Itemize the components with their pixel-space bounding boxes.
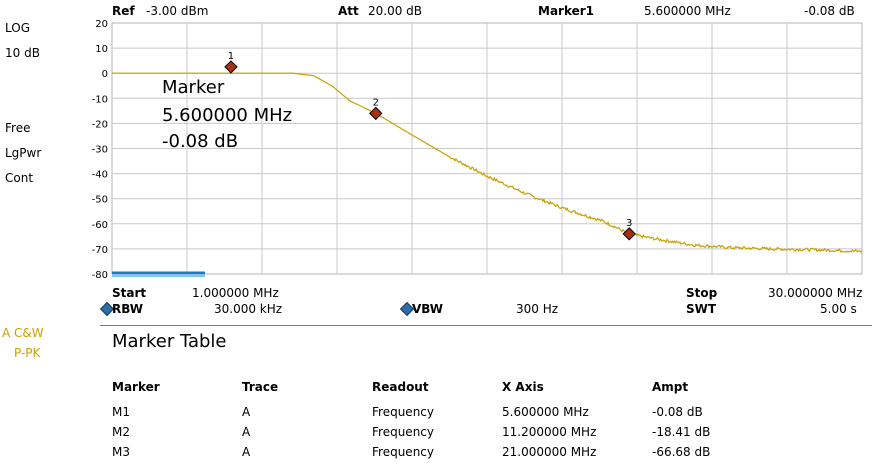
spectrum-plot[interactable]: 20 10 0 -10 -20 -30 -40 -50 -60 -70 -80 1 2 3 (0, 0, 872, 290)
y-tick-label: -50 (92, 195, 108, 206)
cell-readout: Frequency (372, 425, 434, 439)
marker-readout-ampt: -0.08 dB (162, 131, 239, 152)
cell-trace: A (242, 445, 251, 459)
vbw-label: VBW (412, 302, 444, 316)
y-tick-label: -70 (92, 245, 108, 256)
detector-type: LgPwr (5, 146, 42, 160)
marker-number-label: 3 (626, 218, 632, 229)
marker-table-header: Marker Trace Readout X Axis Ampt (0, 380, 872, 398)
start-value: 1.000000 MHz (192, 286, 279, 300)
ref-label: Ref (112, 4, 135, 18)
trace-a-line (112, 72, 863, 253)
section-divider (100, 325, 872, 326)
col-header-ampt: Ampt (652, 380, 689, 394)
scale-type: LOG (5, 21, 31, 35)
vbw-value: 300 Hz (516, 302, 559, 316)
y-tick-label: 10 (95, 44, 108, 55)
y-tick-label: -10 (92, 94, 108, 105)
marker-diamond[interactable] (369, 106, 383, 121)
cell-marker: M2 (112, 425, 130, 439)
swt-label: SWT (686, 302, 717, 316)
cell-marker: M3 (112, 445, 130, 459)
swt-value: 5.00 s (820, 302, 857, 316)
marker-diamond[interactable] (224, 60, 238, 74)
y-tick-label: -80 (92, 270, 108, 281)
marker-number-label: 1 (228, 51, 234, 62)
sweep-mode: Cont (5, 171, 34, 185)
table-row[interactable]: M3 A Frequency 21.000000 MHz -66.68 dB (0, 445, 872, 463)
trace-detector: P-PK (14, 346, 41, 360)
col-header-marker: Marker (112, 380, 160, 394)
rbw-value: 30.000 kHz (214, 302, 283, 316)
cell-marker: M1 (112, 405, 130, 419)
table-row[interactable]: M1 A Frequency 5.600000 MHz -0.08 dB (0, 405, 872, 423)
marker-table-title: Marker Table (112, 331, 227, 352)
rbw-label: RBW (112, 302, 143, 316)
cell-trace: A (242, 405, 251, 419)
col-header-trace: Trace (242, 380, 279, 394)
start-label: Start (112, 286, 147, 300)
table-row[interactable]: M2 A Frequency 11.200000 MHz -18.41 dB (0, 425, 872, 443)
y-tick-label: -40 (92, 170, 108, 181)
marker1-label: Marker1 (538, 4, 595, 18)
marker-diamond[interactable] (622, 227, 636, 241)
cell-xaxis: 21.000000 MHz (502, 445, 597, 459)
cell-ampt: -18.41 dB (652, 425, 711, 439)
cell-ampt: -66.68 dB (652, 445, 711, 459)
marker-points: 1 2 3 (224, 51, 636, 241)
y-tick-label: -60 (92, 220, 108, 231)
stop-value: 30.000000 MHz (768, 286, 863, 300)
cell-xaxis: 11.200000 MHz (502, 425, 597, 439)
cell-xaxis: 5.600000 MHz (502, 405, 589, 419)
cell-trace: A (242, 425, 251, 439)
marker-number-label: 2 (373, 97, 379, 108)
att-value: 20.00 dB (368, 4, 423, 18)
marker-readout-freq: 5.600000 MHz (162, 105, 293, 126)
trigger-mode: Free (5, 121, 31, 135)
y-tick-label: 20 (95, 19, 108, 30)
att-label: Att (338, 4, 359, 18)
col-header-xaxis: X Axis (502, 380, 544, 394)
stop-label: Stop (686, 286, 718, 300)
trace-letter: A (2, 326, 11, 340)
y-tick-label: 0 (102, 69, 108, 80)
col-header-readout: Readout (372, 380, 429, 394)
y-tick-labels: 20 10 0 -10 -20 -30 -40 -50 -60 -70 -80 (92, 19, 108, 281)
marker1-freq: 5.600000 MHz (644, 4, 731, 18)
cell-readout: Frequency (372, 445, 434, 459)
ref-value: -3.00 dBm (146, 4, 209, 18)
marker-readout-title: Marker (162, 77, 225, 98)
scale-div: 10 dB (5, 46, 40, 60)
plot-grid (112, 23, 862, 274)
marker1-ampt: -0.08 dB (804, 4, 855, 18)
y-tick-label: -30 (92, 145, 108, 156)
cell-readout: Frequency (372, 405, 434, 419)
cell-ampt: -0.08 dB (652, 405, 703, 419)
trace-mode: C&W (14, 326, 44, 340)
y-tick-label: -20 (92, 119, 108, 130)
